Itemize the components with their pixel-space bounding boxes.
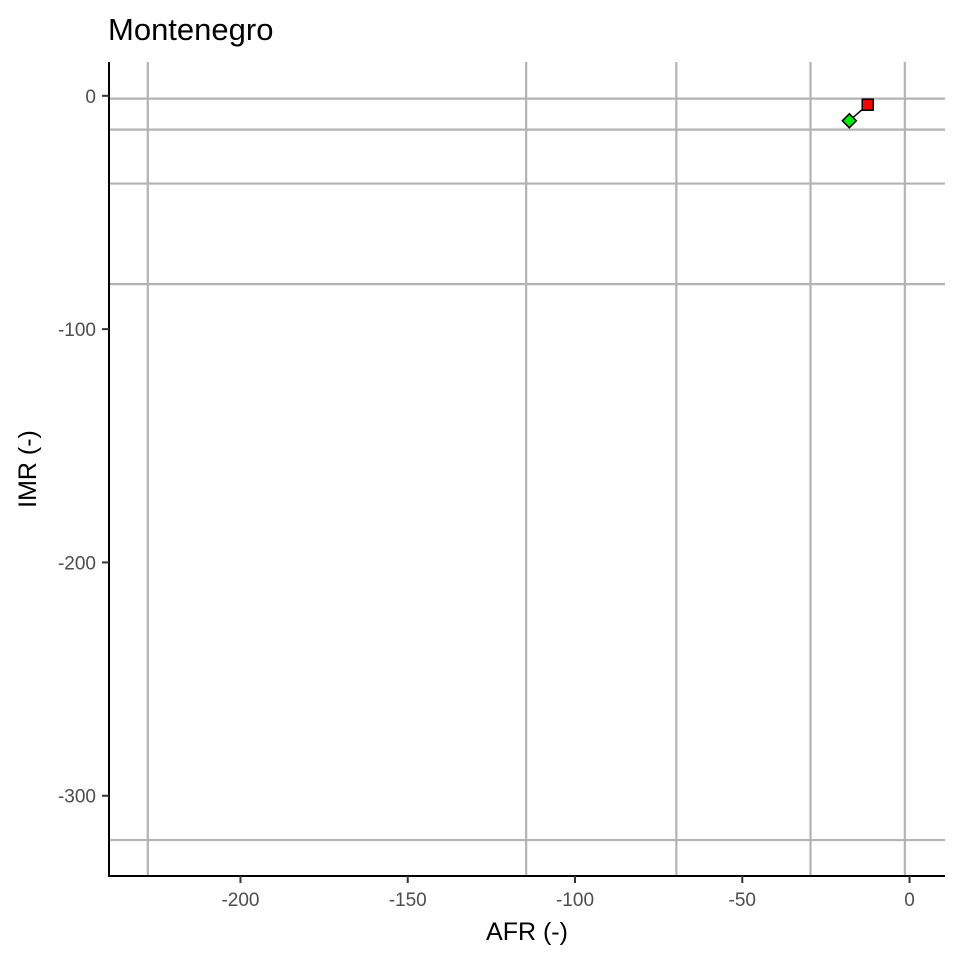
x-tick-label: 0 (904, 890, 915, 911)
axes (108, 62, 945, 877)
chart-title: Montenegro (108, 12, 273, 47)
x-tick-label: -150 (389, 890, 427, 911)
series (841, 98, 874, 129)
y-tick-label: 0 (85, 87, 96, 108)
x-axis-title: AFR (-) (486, 918, 568, 946)
x-tick-label: -200 (221, 890, 259, 911)
y-axis-title: IMR (-) (14, 430, 42, 508)
x-tick-label: -100 (556, 890, 594, 911)
y-ticks: 0 -100 -200 -300 (58, 87, 109, 808)
y-tick-label: -100 (58, 320, 96, 341)
diamond-point (841, 112, 858, 129)
reference-lines (109, 62, 945, 876)
x-tick-label: -50 (729, 890, 756, 911)
square-point (861, 98, 874, 111)
x-ticks: -200 -150 -100 -50 0 (221, 876, 915, 911)
y-tick-label: -300 (58, 787, 96, 808)
y-tick-label: -200 (58, 553, 96, 574)
